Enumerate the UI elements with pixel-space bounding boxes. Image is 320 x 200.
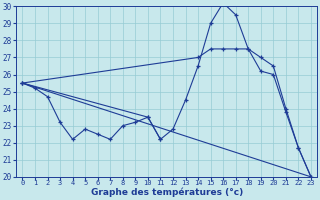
X-axis label: Graphe des températures (°c): Graphe des températures (°c) xyxy=(91,188,243,197)
